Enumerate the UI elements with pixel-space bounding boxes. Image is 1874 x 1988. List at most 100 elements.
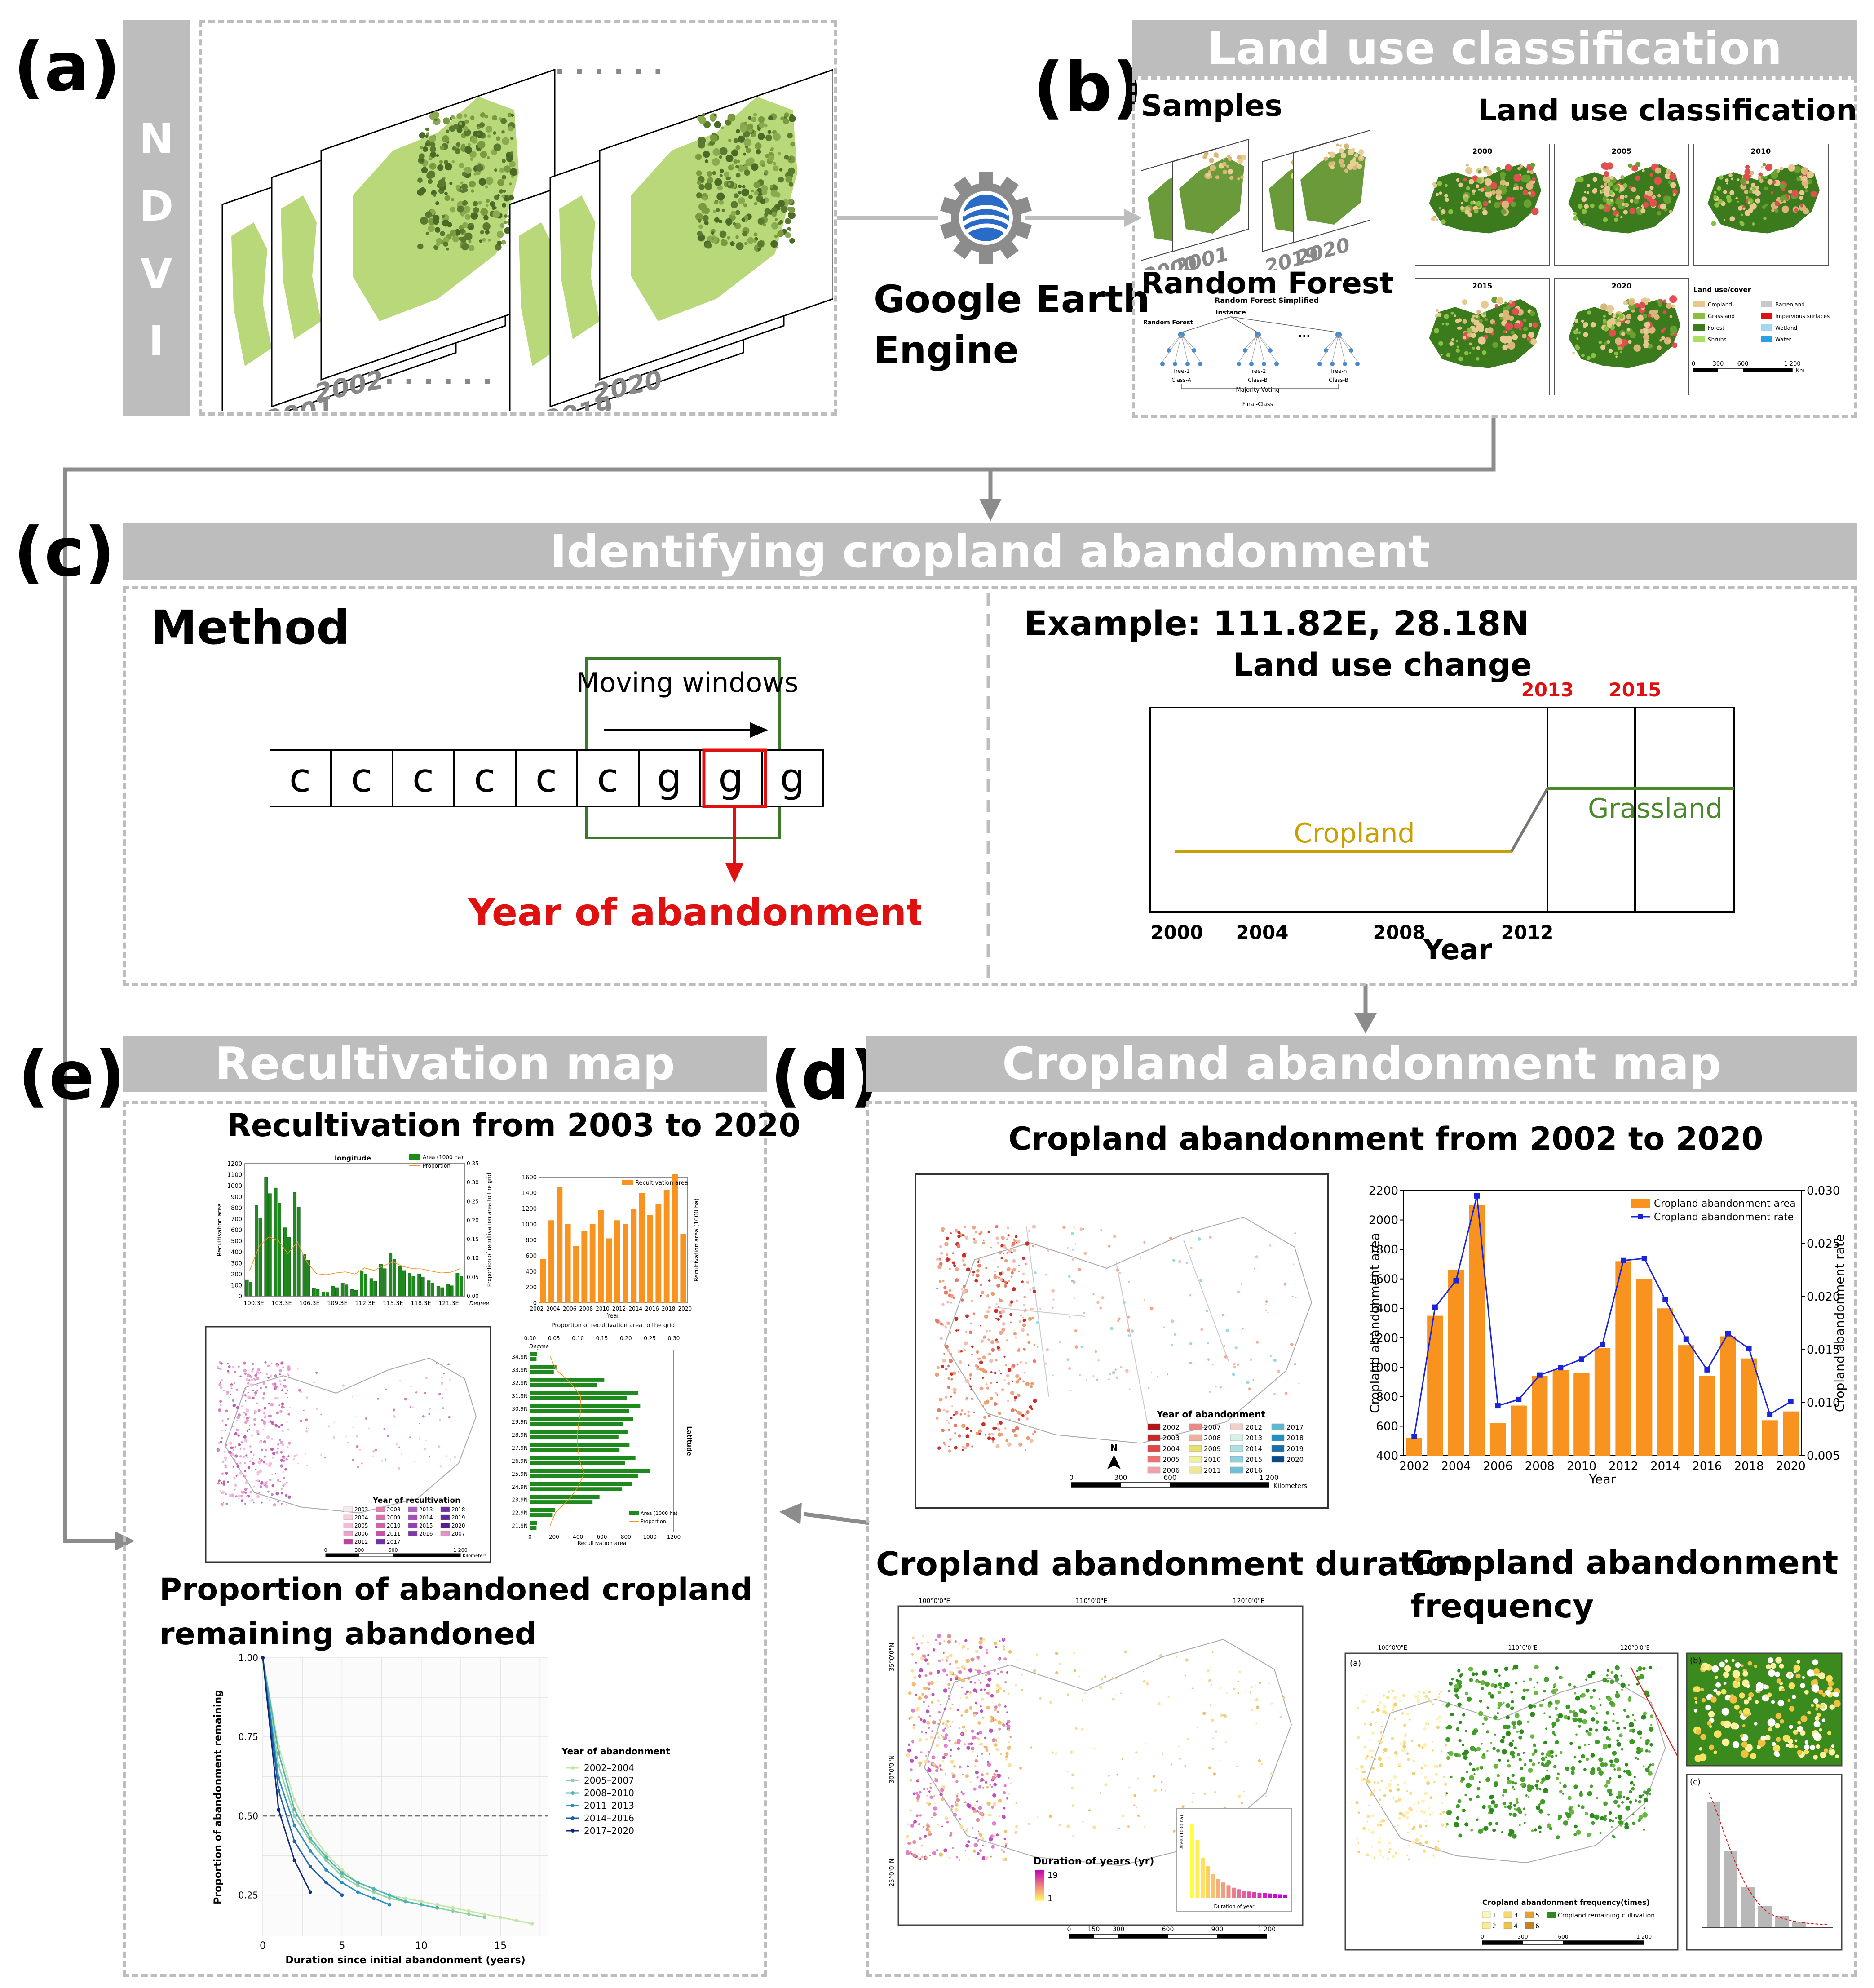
remaining-cultivation-pixel — [1616, 1722, 1619, 1725]
duration-pixel — [926, 1721, 930, 1725]
duration-pixel — [940, 1704, 942, 1705]
recultivation-pixel — [232, 1449, 234, 1451]
remaining-cultivation-pixel — [1629, 1800, 1633, 1804]
duration-pixel — [946, 1720, 950, 1723]
survival-point — [292, 1858, 296, 1862]
survival-legend-label: 2011–2013 — [584, 1800, 634, 1811]
recultivation-pixel — [277, 1479, 279, 1482]
remaining-cultivation-pixel — [1475, 1672, 1478, 1676]
frequency-pixel — [1424, 1840, 1428, 1844]
duration-pixel — [933, 1737, 936, 1739]
remaining-cultivation-pixel — [1565, 1704, 1571, 1709]
abandonment-pixel — [997, 1318, 1000, 1321]
rf-edge — [1326, 334, 1339, 349]
land-use-patch — [1436, 309, 1439, 312]
abandonment-pixel — [995, 1359, 998, 1362]
longitude-bar — [306, 1260, 310, 1297]
frequency-sub-c: (c) — [1690, 1777, 1701, 1787]
land-use-patch — [1468, 179, 1474, 185]
land-use-patch — [1494, 202, 1500, 208]
frequency-pixel — [1385, 1787, 1388, 1789]
abandonment-pixel — [1026, 1333, 1029, 1336]
rf-edge — [1162, 334, 1182, 362]
recultivation-legend-label: 2009 — [387, 1514, 401, 1521]
remaining-cultivation-pixel — [1545, 1727, 1547, 1730]
recultivation-pixel — [251, 1378, 254, 1381]
remaining-cultivation-pixel — [1476, 1787, 1481, 1791]
survival-y-tick: 0.50 — [238, 1811, 258, 1821]
land-use-patch — [1654, 310, 1658, 314]
ndvi-dense-vegetation — [761, 185, 768, 192]
recultivation-pixel — [297, 1462, 299, 1464]
duration-pixel — [973, 1843, 978, 1847]
duration-pixel — [945, 1723, 947, 1726]
abandonment-pixel — [1207, 1358, 1210, 1361]
abandonment-pixel — [952, 1261, 956, 1265]
remaining-cultivation-pixel — [1512, 1739, 1514, 1742]
ndvi-dense-vegetation — [753, 113, 757, 117]
abandonment-pixel — [984, 1314, 989, 1319]
duration-pixel — [956, 1793, 959, 1796]
remaining-cultivation-pixel — [1505, 1703, 1511, 1708]
land-use-patch — [1445, 322, 1449, 326]
recultivation-pixel — [283, 1379, 286, 1381]
land-use-patch — [1627, 328, 1631, 332]
sample-point — [1359, 155, 1364, 160]
abandonment-legend-label: 2017 — [1286, 1423, 1304, 1431]
ndvi-dense-vegetation — [494, 168, 498, 172]
duration-pixel — [1037, 1816, 1039, 1818]
abandonment-pixel — [1022, 1257, 1025, 1260]
latitude-tick: 33.9N — [512, 1367, 528, 1373]
duration-pixel — [986, 1649, 988, 1651]
ndvi-dense-vegetation — [429, 163, 437, 170]
recultivation-pixel — [243, 1368, 247, 1373]
recultivation-legend-swatch — [343, 1531, 353, 1536]
land-use-patch — [1669, 315, 1673, 318]
land-use-patch — [1620, 175, 1625, 180]
duration-pixel — [1003, 1690, 1006, 1692]
land-use-patch — [1802, 176, 1808, 182]
abandonment-pixel — [1030, 1439, 1034, 1443]
duration-pixel — [1084, 1692, 1087, 1695]
remaining-cultivation-pixel — [1478, 1680, 1481, 1684]
remaining-cultivation-pixel — [1543, 1712, 1546, 1714]
abandonment-rate-point — [1537, 1372, 1543, 1378]
frequency-pixel — [1363, 1826, 1365, 1828]
longitude-y-tick: 600 — [231, 1227, 242, 1234]
rf-class-label: Class-A — [1171, 377, 1192, 383]
land-use-patch — [1640, 208, 1646, 213]
recultivation-pixel — [286, 1481, 288, 1483]
ndvi-dense-vegetation — [774, 234, 778, 238]
recultivation-pixel — [289, 1407, 291, 1408]
recultivation-pixel — [241, 1498, 243, 1500]
duration-pixel — [966, 1828, 968, 1831]
abandonment-pixel — [992, 1441, 994, 1443]
survival-point — [356, 1890, 360, 1894]
duration-pixel — [940, 1768, 942, 1771]
remaining-cultivation-pixel — [1459, 1674, 1463, 1678]
duration-pixel — [942, 1756, 946, 1759]
ndvi-dense-vegetation — [508, 195, 514, 201]
latitude-bar — [530, 1482, 632, 1486]
duration-pixel — [1099, 1685, 1103, 1689]
recultivation-pixel — [296, 1454, 298, 1456]
abandonment-pixel — [994, 1271, 996, 1272]
sample-point — [1204, 151, 1209, 156]
ndvi-dense-vegetation — [710, 134, 718, 142]
abandonment-legend-label: 2002 — [1162, 1423, 1180, 1431]
ndvi-dense-vegetation — [417, 243, 424, 250]
duration-inset-bar — [1216, 1879, 1220, 1898]
land-use-patch — [1668, 340, 1672, 343]
survival-y-tick: 0.75 — [238, 1731, 258, 1742]
ndvi-dense-vegetation — [720, 239, 728, 247]
recultivation-pixel — [250, 1499, 254, 1502]
abandonment-pixel — [1051, 1289, 1055, 1293]
duration-pixel — [1152, 1775, 1156, 1778]
duration-pixel — [946, 1821, 949, 1824]
land-use-patch — [1492, 342, 1498, 348]
year-ylabel: Recultivation area (1000 ha) — [694, 1198, 700, 1282]
duration-pixel — [927, 1641, 929, 1644]
recultivation-pixel — [267, 1377, 270, 1379]
duration-inset-bar — [1257, 1892, 1262, 1898]
recultivation-pixel — [377, 1398, 379, 1400]
